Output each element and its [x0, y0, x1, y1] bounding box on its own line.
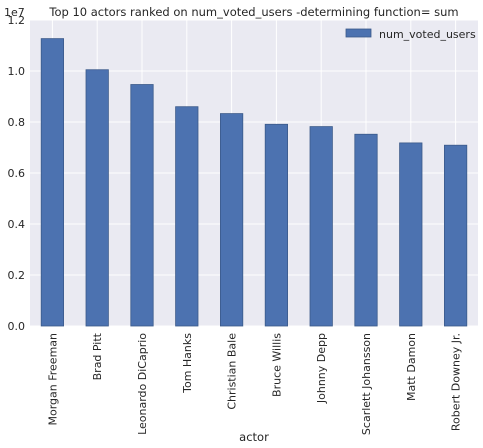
x-tick-label: Matt Damon — [405, 333, 418, 401]
x-tick-label: Christian Bale — [226, 333, 239, 410]
bar-robert-downey-jr — [443, 144, 468, 327]
x-tick-label: Brad Pitt — [91, 332, 104, 380]
bar-brad-pitt — [85, 69, 109, 327]
y-tick-label: 0.6 — [8, 167, 26, 180]
x-axis-title: actor — [239, 430, 269, 444]
x-tick-label: Morgan Freeman — [46, 333, 59, 426]
bar-johnny-depp — [309, 126, 333, 327]
x-axis: Morgan Freeman Brad Pitt Leonardo DiCaprio… — [46, 332, 462, 435]
y-tick-label: 1.2 — [8, 14, 26, 27]
legend: num_voted_users — [345, 28, 476, 41]
bar-morgan-freeman — [40, 38, 65, 327]
x-tick-label: Tom Hanks — [181, 333, 194, 394]
bar-tom-hanks — [175, 106, 199, 327]
bar-bruce-willis — [264, 123, 289, 327]
y-tick-label: 1.0 — [8, 65, 26, 78]
bar-leonardo-dicaprio — [130, 84, 154, 327]
y-tick-label: 0.8 — [8, 116, 26, 129]
x-tick-label: Robert Downey Jr. — [450, 333, 463, 431]
bar-matt-damon — [399, 142, 423, 327]
x-tick-label: Bruce Willis — [270, 333, 283, 397]
y-tick-label: 0.4 — [8, 218, 26, 231]
y-axis: 0.0 0.2 0.4 0.6 0.8 1.0 1.2 — [8, 14, 26, 333]
bar-scarlett-johansson — [354, 133, 378, 327]
x-tick-label: Leonardo DiCaprio — [136, 333, 149, 435]
x-tick-label: Johnny Depp — [315, 333, 328, 404]
bars — [40, 38, 468, 327]
bar-christian-bale — [219, 113, 244, 327]
y-tick-label: 0.0 — [8, 320, 26, 333]
y-tick-label: 0.2 — [8, 269, 26, 282]
chart-title: Top 10 actors ranked on num_voted_users … — [48, 5, 458, 19]
legend-swatch — [345, 28, 372, 38]
x-tick-label: Scarlett Johansson — [360, 333, 373, 435]
legend-label: num_voted_users — [379, 28, 476, 41]
y-axis-offset-label: 1e7 — [4, 6, 25, 19]
